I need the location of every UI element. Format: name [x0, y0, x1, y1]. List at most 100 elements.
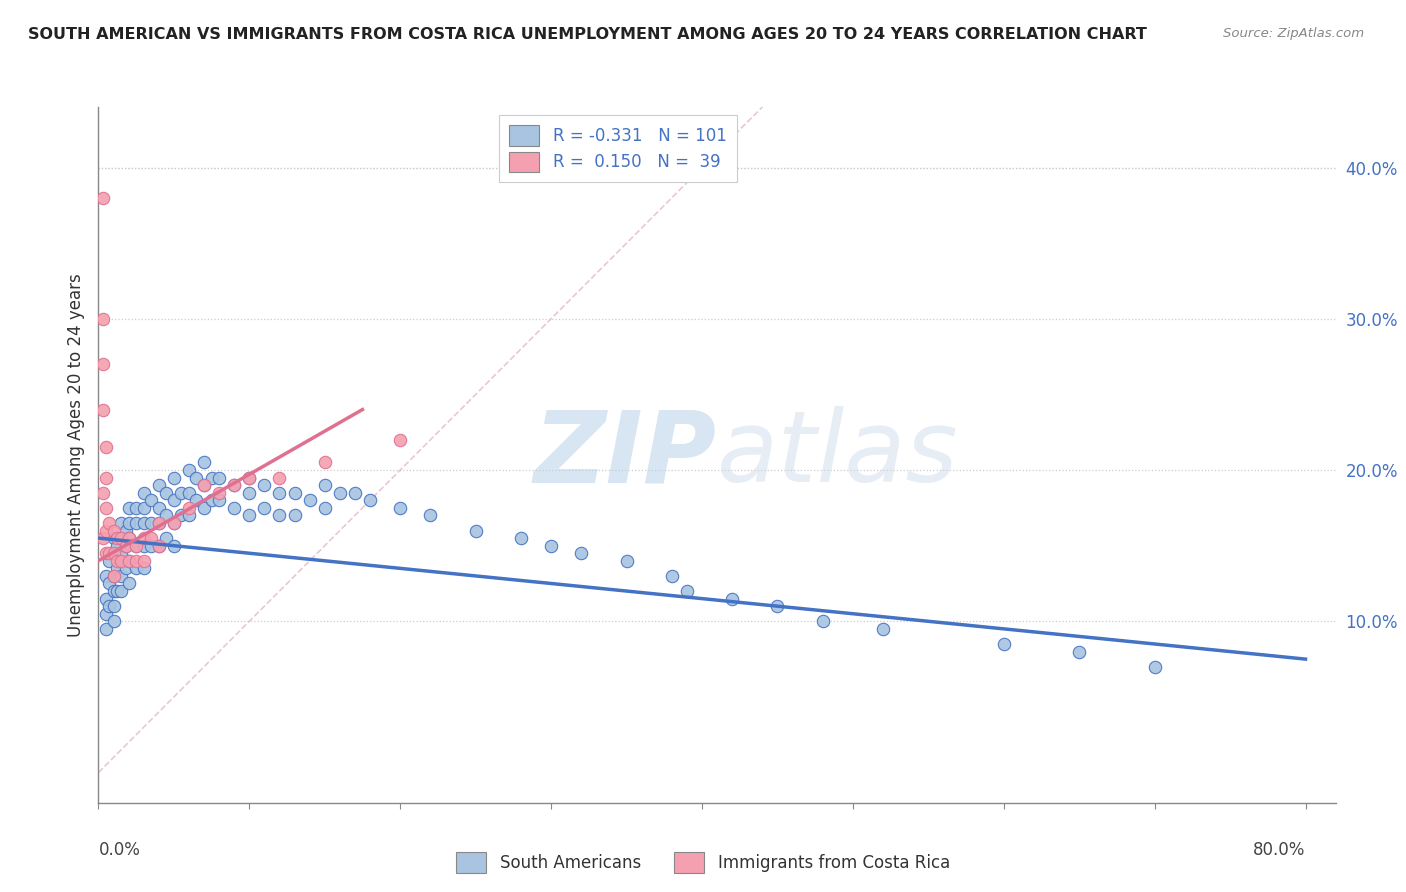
Point: [103, 599, 125, 614]
Point: [103, 615, 125, 629]
Point: [105, 561, 128, 575]
Legend: R = -0.331   N = 101, R =  0.150   N =  39: R = -0.331 N = 101, R = 0.150 N = 39: [499, 115, 737, 182]
Point: [98, 576, 121, 591]
Point: [208, 470, 231, 484]
Point: [132, 516, 155, 530]
Point: [464, 524, 486, 538]
Point: [1143, 659, 1166, 673]
Point: [389, 500, 412, 515]
Point: [103, 584, 125, 599]
Point: [148, 539, 170, 553]
Point: [132, 485, 155, 500]
Point: [132, 500, 155, 515]
Point: [269, 508, 291, 523]
Point: [148, 516, 170, 530]
Point: [238, 508, 260, 523]
Point: [94, 569, 117, 583]
Point: [132, 554, 155, 568]
Point: [141, 539, 163, 553]
Point: [105, 554, 128, 568]
Point: [224, 500, 246, 515]
Legend: South Americans, Immigrants from Costa Rica: South Americans, Immigrants from Costa R…: [450, 846, 956, 880]
Point: [811, 615, 834, 629]
Point: [114, 539, 136, 553]
Point: [125, 539, 148, 553]
Point: [661, 569, 683, 583]
Point: [616, 554, 638, 568]
Point: [94, 622, 117, 636]
Point: [177, 508, 200, 523]
Point: [125, 500, 148, 515]
Text: 80.0%: 80.0%: [1253, 840, 1306, 859]
Point: [91, 402, 114, 417]
Point: [163, 539, 186, 553]
Point: [103, 569, 125, 583]
Point: [208, 493, 231, 508]
Point: [94, 500, 117, 515]
Point: [114, 539, 136, 553]
Point: [103, 531, 125, 545]
Point: [103, 546, 125, 560]
Point: [148, 478, 170, 492]
Point: [117, 531, 139, 545]
Point: [314, 478, 336, 492]
Point: [200, 493, 222, 508]
Point: [721, 591, 744, 606]
Text: ZIP: ZIP: [534, 407, 717, 503]
Point: [132, 561, 155, 575]
Point: [148, 516, 170, 530]
Point: [170, 485, 193, 500]
Point: [91, 191, 114, 205]
Point: [177, 463, 200, 477]
Point: [238, 470, 260, 484]
Point: [94, 441, 117, 455]
Point: [117, 554, 139, 568]
Point: [208, 485, 231, 500]
Point: [314, 500, 336, 515]
Point: [110, 554, 132, 568]
Point: [132, 531, 155, 545]
Point: [110, 516, 132, 530]
Point: [141, 531, 163, 545]
Point: [269, 485, 291, 500]
Point: [284, 508, 307, 523]
Point: [872, 622, 894, 636]
Point: [110, 531, 132, 545]
Point: [105, 584, 128, 599]
Point: [91, 531, 114, 545]
Point: [359, 493, 381, 508]
Point: [284, 485, 307, 500]
Point: [419, 508, 441, 523]
Point: [224, 478, 246, 492]
Point: [110, 584, 132, 599]
Y-axis label: Unemployment Among Ages 20 to 24 years: Unemployment Among Ages 20 to 24 years: [66, 273, 84, 637]
Point: [155, 508, 177, 523]
Point: [103, 546, 125, 560]
Point: [163, 493, 186, 508]
Point: [993, 637, 1015, 651]
Point: [766, 599, 789, 614]
Point: [117, 554, 139, 568]
Text: SOUTH AMERICAN VS IMMIGRANTS FROM COSTA RICA UNEMPLOYMENT AMONG AGES 20 TO 24 YE: SOUTH AMERICAN VS IMMIGRANTS FROM COSTA …: [28, 27, 1147, 42]
Point: [253, 500, 276, 515]
Point: [117, 516, 139, 530]
Point: [141, 516, 163, 530]
Point: [141, 493, 163, 508]
Text: Source: ZipAtlas.com: Source: ZipAtlas.com: [1223, 27, 1364, 40]
Point: [163, 516, 186, 530]
Point: [98, 516, 121, 530]
Text: 0.0%: 0.0%: [98, 840, 141, 859]
Point: [110, 546, 132, 560]
Point: [117, 531, 139, 545]
Point: [98, 554, 121, 568]
Point: [163, 516, 186, 530]
Point: [269, 470, 291, 484]
Point: [155, 531, 177, 545]
Point: [170, 508, 193, 523]
Point: [114, 561, 136, 575]
Point: [343, 485, 366, 500]
Point: [569, 546, 592, 560]
Point: [314, 455, 336, 469]
Point: [103, 524, 125, 538]
Point: [91, 311, 114, 326]
